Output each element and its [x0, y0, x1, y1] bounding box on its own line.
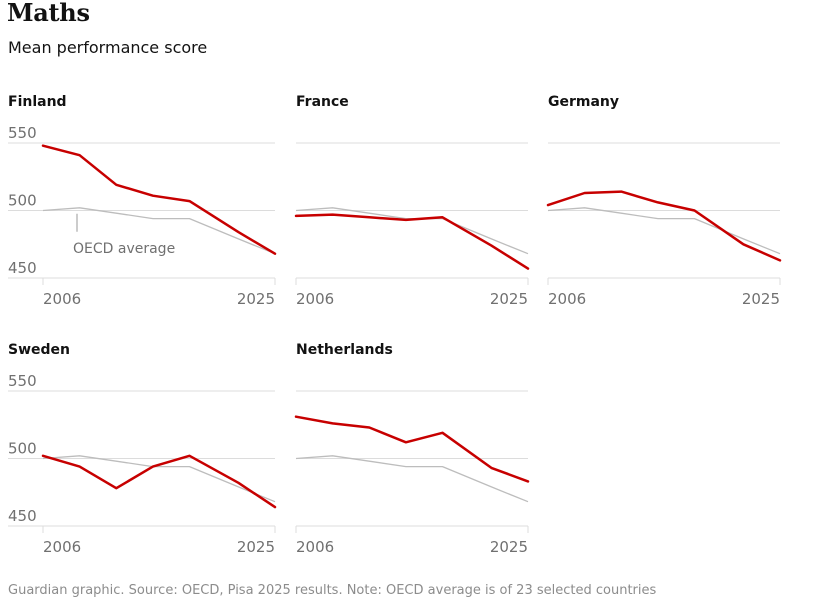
y-tick-label: 550: [8, 372, 37, 390]
source-note: Guardian graphic. Source: OECD, Pisa 202…: [8, 583, 657, 598]
x-tick-label: 2025: [742, 290, 780, 308]
oecd-average-line: [295, 207, 529, 255]
country-line: [294, 415, 530, 483]
country-line: [294, 213, 530, 270]
oecd-annotation-label: OECD average: [73, 241, 175, 257]
y-tick-label: 450: [8, 507, 37, 525]
x-tick-label: 2006: [296, 290, 334, 308]
panel-sweden: Sweden 550 500 450 2006 2025: [8, 342, 277, 556]
country-line: [41, 454, 277, 509]
x-tick-label: 2006: [296, 538, 334, 556]
oecd-average-line: [42, 455, 276, 503]
y-tick-label: 550: [8, 124, 37, 142]
x-tick-label: 2025: [490, 538, 528, 556]
y-tick-label: 500: [8, 440, 37, 458]
panel-title: Finland: [8, 94, 67, 110]
panel-finland: Finland 550 500 450 2006 2025 OECD average: [8, 94, 277, 308]
oecd-average-line: [547, 207, 781, 255]
x-tick-label: 2006: [548, 290, 586, 308]
panel-title: Sweden: [8, 342, 70, 358]
x-tick-label: 2025: [237, 538, 275, 556]
x-tick-label: 2006: [43, 538, 81, 556]
panel-title: Germany: [548, 94, 619, 110]
y-tick-label: 450: [8, 259, 37, 277]
chart-subtitle: Mean performance score: [8, 38, 208, 57]
panel-title: France: [296, 94, 349, 110]
panel-netherlands: Netherlands 2006 2025: [294, 342, 530, 556]
x-tick-label: 2025: [237, 290, 275, 308]
panel-germany: Germany 2006 2025: [546, 94, 782, 308]
y-tick-label: 500: [8, 192, 37, 210]
oecd-average-line: [295, 455, 529, 503]
panel-france: France 2006 2025: [294, 94, 530, 308]
x-tick-label: 2025: [490, 290, 528, 308]
x-tick-label: 2006: [43, 290, 81, 308]
country-line: [546, 190, 782, 262]
country-line: [41, 144, 277, 255]
chart-title: Maths: [7, 0, 90, 27]
panel-title: Netherlands: [296, 342, 393, 358]
oecd-average-line: [42, 207, 276, 255]
